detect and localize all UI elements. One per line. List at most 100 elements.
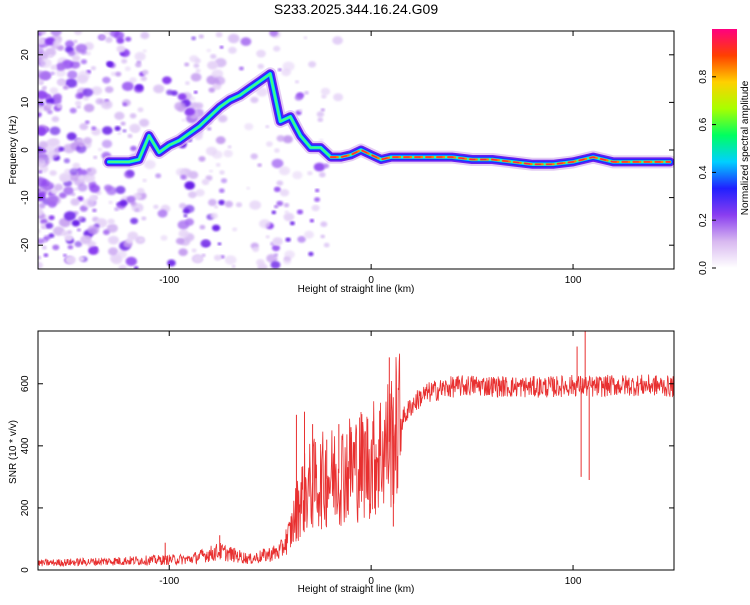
spectrogram-noise-blob	[104, 86, 114, 93]
spectrogram-noise-blob	[188, 191, 197, 199]
spectrogram-noise-blob	[282, 135, 293, 144]
colorbar: 0.0 0.2 0.4 0.6 0.8 Normalized spectral ampl…	[698, 29, 750, 275]
spectrogram-noise-blob	[61, 230, 69, 237]
spectrogram-noise-blob	[48, 215, 55, 221]
colorbar-tick-label: 0.6	[698, 117, 709, 131]
spectrogram-noise-blob	[308, 251, 314, 257]
spectrogram-noise-blob	[50, 138, 60, 147]
spectrogram-noise-blob	[308, 61, 317, 68]
spectrogram-noise-blob	[271, 210, 277, 215]
spectrogram-noise-blob	[160, 235, 168, 241]
spectrogram-noise-blob	[76, 228, 81, 232]
spectrogram-noise-blob	[43, 253, 49, 258]
spectrogram-noise-blob	[42, 245, 47, 250]
spectrogram-noise-blob	[218, 188, 225, 193]
spectrogram-noise-blob	[270, 261, 281, 269]
spectrogram-noise-blob	[250, 96, 259, 104]
spectrogram-noise-blob	[63, 253, 67, 257]
spectrogram-noise-blob	[250, 153, 258, 160]
spectrogram-noise-blob	[38, 207, 44, 217]
spectrogram-noise-blob	[90, 66, 96, 71]
spectrogram-noise-blob	[82, 95, 90, 101]
spectrogram-noise-blob	[40, 218, 48, 225]
spectrogram-noise-blob	[103, 229, 110, 235]
spectrogram-noise-blob	[134, 266, 139, 269]
spectrogram-y-tick-label: 20	[20, 49, 31, 61]
spectrogram-noise-blob	[213, 254, 222, 261]
spectrogram-noise-blob	[231, 264, 236, 268]
spectrogram-noise-blob	[162, 76, 172, 85]
spectrogram-noise-blob	[49, 126, 61, 136]
spectrogram-noise-blob	[269, 31, 279, 37]
spectrogram-noise-blob	[153, 204, 159, 209]
spectrogram-noise-blob	[74, 241, 83, 248]
spectrogram-noise-blob	[65, 78, 78, 88]
spectrogram-noise-blob	[207, 60, 219, 70]
spectrogram-noise-blob	[92, 208, 97, 213]
spectrogram-noise-blob	[279, 189, 290, 197]
spectrogram-noise-blob	[76, 105, 81, 109]
spectrogram-noise-blob	[298, 108, 303, 113]
spectrogram-noise-blob	[276, 135, 285, 142]
spectrogram-noise-blob	[78, 174, 86, 181]
spectrogram-noise-blob	[42, 85, 47, 90]
spectrogram-noise-blob	[211, 69, 224, 79]
spectrogram-noise-blob	[252, 246, 259, 252]
spectrogram-noise-blob	[215, 163, 221, 167]
spectrogram-noise-blob	[82, 88, 94, 97]
spectrogram-noise-blob	[315, 188, 320, 193]
spectrogram-noise-blob	[97, 147, 103, 152]
spectrogram-noise-blob	[140, 31, 150, 40]
spectrogram-noise-blob	[304, 230, 314, 239]
spectrogram-noise-blob	[83, 173, 96, 183]
spectrogram-noise-blob	[266, 254, 278, 263]
spectrogram-noise-blob	[111, 255, 123, 265]
spectrogram-noise-blob	[283, 258, 292, 265]
spectrogram-y-ticks: -20 -10 0 10 20	[20, 49, 674, 253]
spectrogram-y-label: Frequency (Hz)	[8, 116, 19, 185]
spectrogram-noise-blob	[297, 236, 306, 243]
spectrogram-noise-blob	[223, 149, 233, 158]
spectrogram-noise-blob	[219, 170, 225, 175]
spectrogram-noise-blob	[193, 63, 200, 69]
spectrogram-noise-blob	[285, 237, 291, 242]
spectrogram-noise-blob	[38, 141, 48, 149]
spectrogram-noise-blob	[274, 253, 278, 257]
spectrogram-noise-blob	[44, 155, 54, 163]
spectrogram-noise-blob	[191, 248, 197, 253]
spectrogram-noise-blob	[38, 202, 46, 209]
spectrogram-noise-blob	[185, 107, 196, 116]
spectrogram-noise-blob	[135, 84, 144, 91]
spectrogram-noise-blob	[277, 68, 282, 72]
spectrogram-noise-blob	[122, 102, 128, 107]
spectrogram-noise-blob	[313, 162, 325, 172]
spectrogram-y-tick-label: -10	[20, 190, 31, 205]
spectrogram-noise-blob	[46, 103, 53, 109]
spectrogram-noise-blob	[217, 114, 228, 123]
snr-y-tick-label: 200	[20, 499, 31, 516]
spectrogram-noise-blob	[122, 129, 127, 133]
spectrogram-noise-blob	[48, 54, 53, 58]
colorbar-ticks: 0.0 0.2 0.4 0.6 0.8	[698, 69, 716, 275]
spectrogram-x-label: Height of straight line (km)	[298, 284, 415, 295]
snr-y-tick-label: 600	[20, 375, 31, 392]
spectrogram-noise-blob	[77, 183, 88, 192]
spectrogram-noise-blob	[88, 246, 99, 255]
spectrogram-noise-blob	[38, 126, 47, 136]
spectrogram-noise-blob	[220, 178, 228, 184]
spectrogram-noise-blob	[238, 66, 244, 71]
spectrogram-noise-blob	[256, 87, 268, 97]
spectrogram-y-tick-label: -20	[20, 238, 31, 253]
spectrogram-noise-blob	[56, 79, 66, 86]
spectrogram-noise-blob	[89, 184, 100, 193]
spectrogram-noise-blob	[55, 62, 66, 71]
spectrogram-noise-blob	[79, 123, 89, 131]
spectrogram-noise-blob	[289, 221, 295, 226]
spectrogram-noise-blob	[139, 118, 150, 127]
spectrogram-noise-blob	[141, 216, 147, 221]
spectrogram-noise-blob	[115, 71, 122, 77]
spectrogram-noise-blob	[265, 125, 270, 129]
spectrogram-noise-blob	[63, 158, 70, 164]
